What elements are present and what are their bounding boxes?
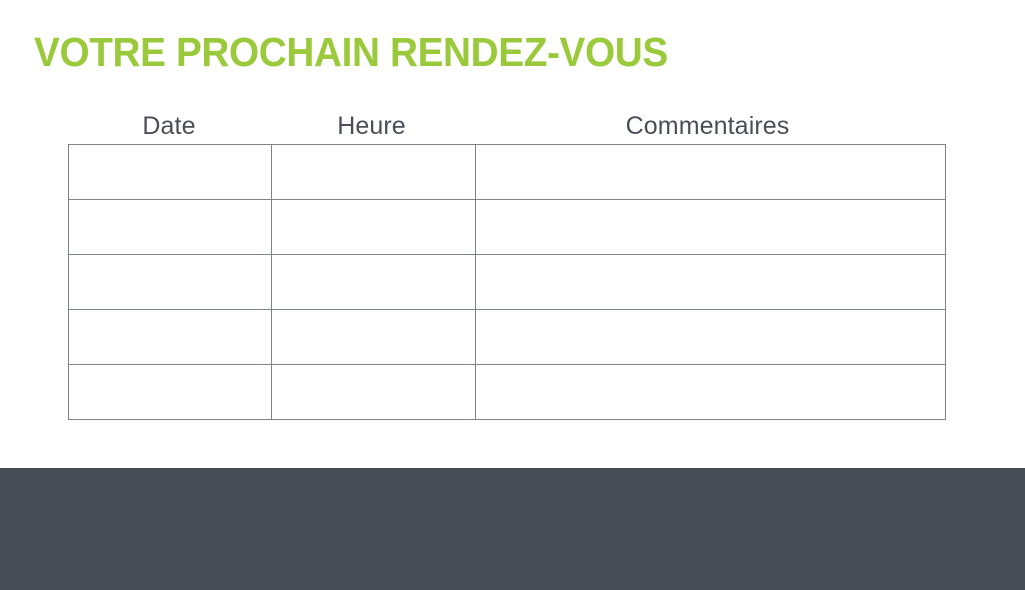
cell-commentaires[interactable] (475, 309, 946, 365)
cell-commentaires[interactable] (475, 144, 946, 200)
cell-heure-text (272, 218, 475, 236)
table-row (68, 364, 946, 420)
cell-commentaires[interactable] (475, 254, 946, 310)
cell-commentaires-text (476, 328, 945, 346)
cell-date-text (69, 328, 271, 346)
cell-heure[interactable] (271, 254, 476, 310)
page-title: VOTRE PROCHAIN RENDEZ-VOUS (34, 29, 668, 75)
column-header-heure: Heure (337, 112, 406, 140)
column-header-commentaires: Commentaires (625, 112, 790, 140)
footer-band (0, 468, 1025, 590)
cell-commentaires-text (476, 383, 945, 401)
cell-heure-text (272, 383, 475, 401)
table-row (68, 254, 946, 310)
cell-commentaires-text (476, 163, 945, 181)
table-row (68, 309, 946, 365)
cell-date-text (69, 383, 271, 401)
table-row (68, 199, 946, 255)
column-header-date: Date (142, 112, 196, 140)
cell-heure[interactable] (271, 199, 476, 255)
cell-commentaires[interactable] (475, 364, 946, 420)
cell-heure[interactable] (271, 364, 476, 420)
cell-commentaires-text (476, 273, 945, 291)
cell-date[interactable] (68, 309, 272, 365)
cell-heure-text (272, 273, 475, 291)
cell-heure[interactable] (271, 144, 476, 200)
appointment-table-body (68, 144, 946, 420)
appointment-table-block: Date Heure Commentaires (68, 99, 946, 420)
table-row (68, 144, 946, 200)
cell-heure-text (272, 328, 475, 346)
cell-date-text (69, 163, 271, 181)
appointment-table (68, 144, 946, 420)
cell-commentaires-text (476, 218, 945, 236)
cell-date-text (69, 218, 271, 236)
cell-date[interactable] (68, 199, 272, 255)
cell-date[interactable] (68, 144, 272, 200)
cell-date-text (69, 273, 271, 291)
cell-date[interactable] (68, 254, 272, 310)
cell-heure[interactable] (271, 309, 476, 365)
cell-heure-text (272, 163, 475, 181)
cell-commentaires[interactable] (475, 199, 946, 255)
table-column-headers: Date Heure Commentaires (68, 99, 942, 144)
cell-date[interactable] (68, 364, 272, 420)
